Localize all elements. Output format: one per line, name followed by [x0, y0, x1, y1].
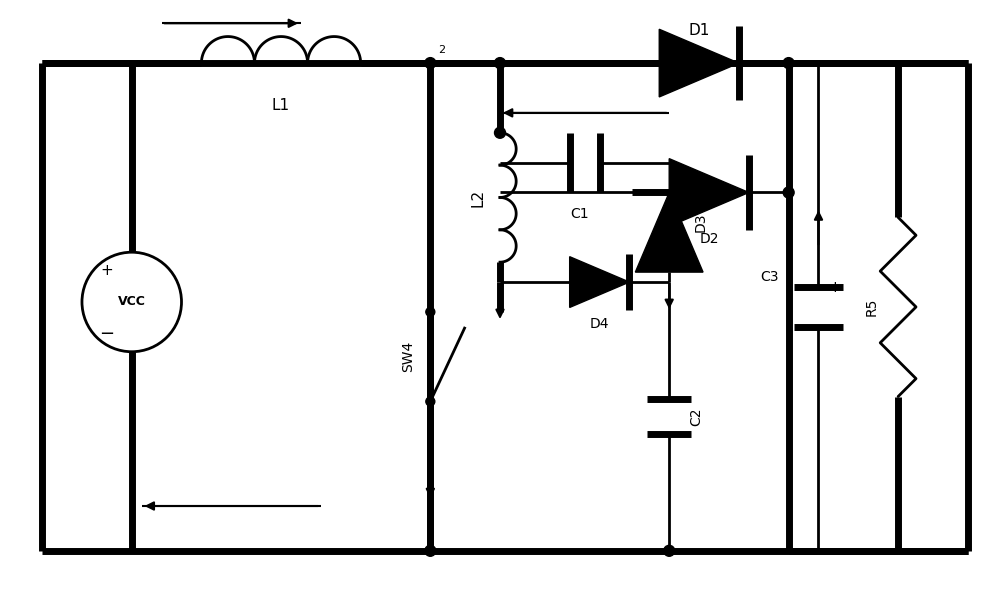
Text: L1: L1 [272, 98, 290, 113]
Text: L2: L2 [470, 188, 485, 207]
Text: C3: C3 [760, 270, 779, 284]
Text: R5: R5 [864, 298, 878, 316]
Text: D2: D2 [699, 232, 719, 246]
Polygon shape [659, 29, 739, 97]
Text: C1: C1 [570, 207, 589, 221]
Polygon shape [669, 159, 749, 226]
Text: +: + [828, 279, 841, 295]
Text: SW4: SW4 [401, 341, 415, 372]
Circle shape [495, 57, 505, 69]
Circle shape [426, 397, 435, 406]
Text: VCC: VCC [118, 295, 146, 308]
Circle shape [495, 127, 505, 139]
Text: D1: D1 [688, 23, 710, 38]
Text: D4: D4 [590, 317, 609, 331]
Circle shape [664, 545, 675, 556]
Polygon shape [635, 192, 703, 272]
Text: −: − [99, 325, 114, 343]
Polygon shape [570, 257, 629, 307]
Circle shape [783, 57, 794, 69]
Circle shape [425, 57, 436, 69]
Circle shape [783, 187, 794, 198]
Text: C2: C2 [689, 407, 703, 426]
Text: 2: 2 [438, 45, 445, 55]
Text: +: + [100, 263, 113, 278]
Circle shape [425, 545, 436, 556]
Text: D3: D3 [694, 213, 708, 232]
Circle shape [426, 307, 435, 316]
